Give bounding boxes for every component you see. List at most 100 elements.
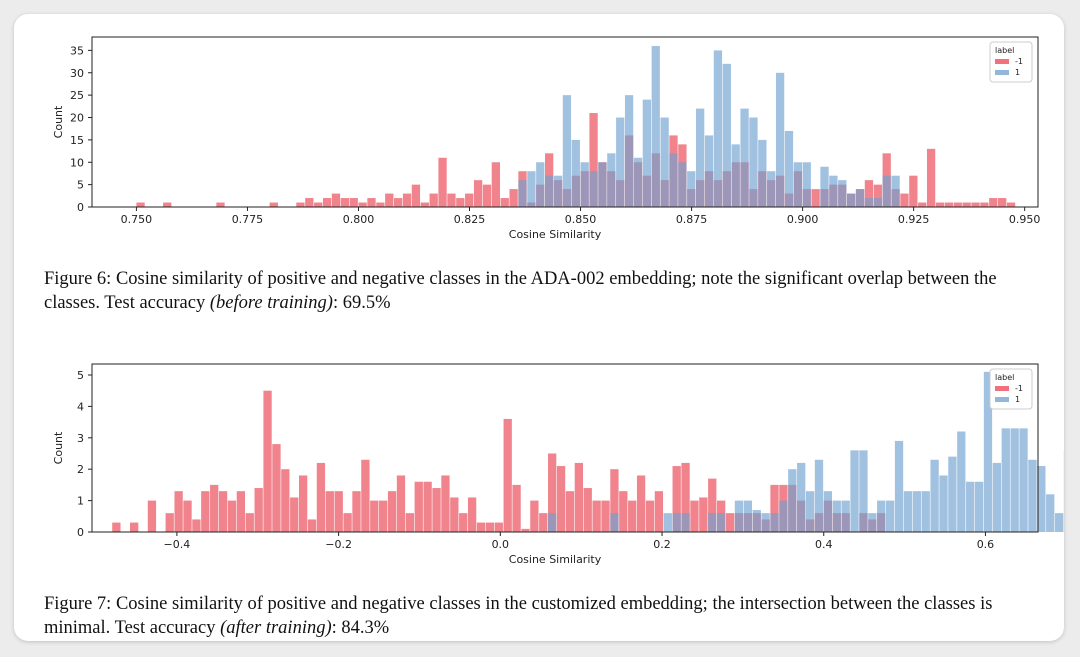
bar-neg (690, 500, 699, 532)
bar-pos (610, 513, 619, 532)
histogram-chart-fig6: 0.750 0.775 0.800 0.825 0.850 0.875 0.900 0.925… (52, 36, 1040, 241)
bar-neg (565, 491, 575, 532)
bar-neg (414, 481, 423, 532)
bar-pos (1046, 494, 1055, 532)
bar-neg (411, 184, 421, 207)
bar-neg (201, 491, 210, 532)
legend-entry: -1 (1015, 57, 1023, 66)
bar-neg (432, 488, 441, 532)
bar-pos (823, 491, 833, 532)
x-tick-label: 0.775 (232, 213, 264, 226)
bar-neg (465, 193, 474, 207)
bar-pos (562, 95, 572, 207)
bar-neg (385, 193, 394, 207)
bar-pos (696, 108, 705, 207)
bar-pos (767, 171, 776, 207)
bar-pos (894, 440, 904, 532)
bar-neg (918, 202, 927, 207)
legend-swatch (995, 70, 1009, 75)
bar-neg (619, 491, 628, 532)
bar-neg (494, 522, 503, 532)
bar-neg (473, 180, 483, 207)
y-tick-label: 20 (70, 112, 84, 125)
x-tick-label: 0.850 (565, 213, 597, 226)
bar-pos (660, 117, 669, 207)
caption-fig7-label: Figure 7: (44, 594, 112, 614)
bar-neg (396, 475, 406, 532)
legend-entry: 1 (1015, 395, 1020, 404)
caption-fig6-text: Cosine similarity of positive and negati… (44, 269, 997, 313)
legend: label-1 1 (989, 41, 1033, 83)
bar-pos (838, 180, 847, 207)
bar-pos (859, 450, 868, 532)
bar-pos (548, 513, 557, 532)
bars (136, 45, 1016, 208)
bar-neg (210, 484, 219, 532)
bar-neg (447, 193, 456, 207)
bar-pos (939, 475, 948, 532)
bar-neg (926, 148, 936, 207)
y-tick-label: 5 (77, 179, 84, 192)
bar-neg (343, 513, 352, 532)
bar-neg (361, 459, 370, 532)
bar-neg (314, 202, 323, 207)
bar-pos (903, 491, 913, 532)
y-tick-label: 30 (70, 67, 84, 80)
x-tick-label: −0.4 (164, 538, 191, 551)
bar-neg (509, 189, 518, 207)
caption-fig7-suffix: : 84.3% (331, 618, 390, 638)
legend-swatch (995, 59, 1009, 64)
legend-entry: -1 (1015, 384, 1023, 393)
bar-pos (1010, 428, 1019, 532)
bar-pos (983, 371, 993, 532)
x-tick-label: 0.4 (815, 538, 833, 551)
bar-neg (989, 198, 998, 207)
bar-pos (1019, 428, 1028, 532)
bar-pos (518, 180, 527, 207)
y-tick-label: 25 (70, 89, 84, 102)
x-tick-label: −0.2 (325, 538, 352, 551)
bar-pos (820, 166, 829, 207)
y-tick-label: 10 (70, 156, 84, 169)
bar-pos (832, 500, 841, 532)
bar-neg (402, 193, 412, 207)
caption-fig7-text: Cosine similarity of positive and negati… (44, 594, 993, 638)
bar-neg (482, 184, 492, 207)
bar-pos (793, 162, 803, 207)
bar-pos (731, 144, 740, 207)
bar-neg (962, 202, 971, 207)
bar-neg (1006, 202, 1016, 207)
bar-neg (298, 475, 308, 532)
bar-pos (752, 510, 761, 532)
bar-neg (589, 113, 598, 207)
bar-neg (307, 519, 317, 532)
bar-pos (974, 481, 984, 532)
bar-pos (607, 153, 616, 207)
bar-neg (376, 202, 385, 207)
figure-card: 0.750 0.775 0.800 0.825 0.850 0.875 0.900 0.925… (14, 14, 1064, 641)
bar-pos (770, 513, 779, 532)
bar-pos (672, 513, 681, 532)
bar-pos (633, 157, 643, 207)
bar-neg (387, 491, 397, 532)
bar-neg (980, 202, 989, 207)
bar-pos (717, 513, 726, 532)
bar-neg (467, 497, 477, 532)
bar-neg (476, 522, 486, 532)
bar-neg (592, 500, 601, 532)
bar-neg (420, 202, 429, 207)
bar-neg (429, 193, 438, 207)
bar-pos (868, 513, 877, 532)
bar-neg (971, 202, 980, 207)
bar-neg (438, 157, 447, 207)
legend: label-1 1 (989, 368, 1033, 410)
x-tick-label: 0.825 (454, 213, 486, 226)
bar-neg (370, 500, 379, 532)
bar-neg (290, 497, 299, 532)
legend-title: label (995, 373, 1014, 382)
y-tick-label: 35 (70, 44, 84, 57)
bar-pos (713, 50, 723, 207)
bar-neg (272, 444, 281, 532)
bar-pos (743, 500, 752, 532)
legend-swatch (995, 397, 1009, 402)
